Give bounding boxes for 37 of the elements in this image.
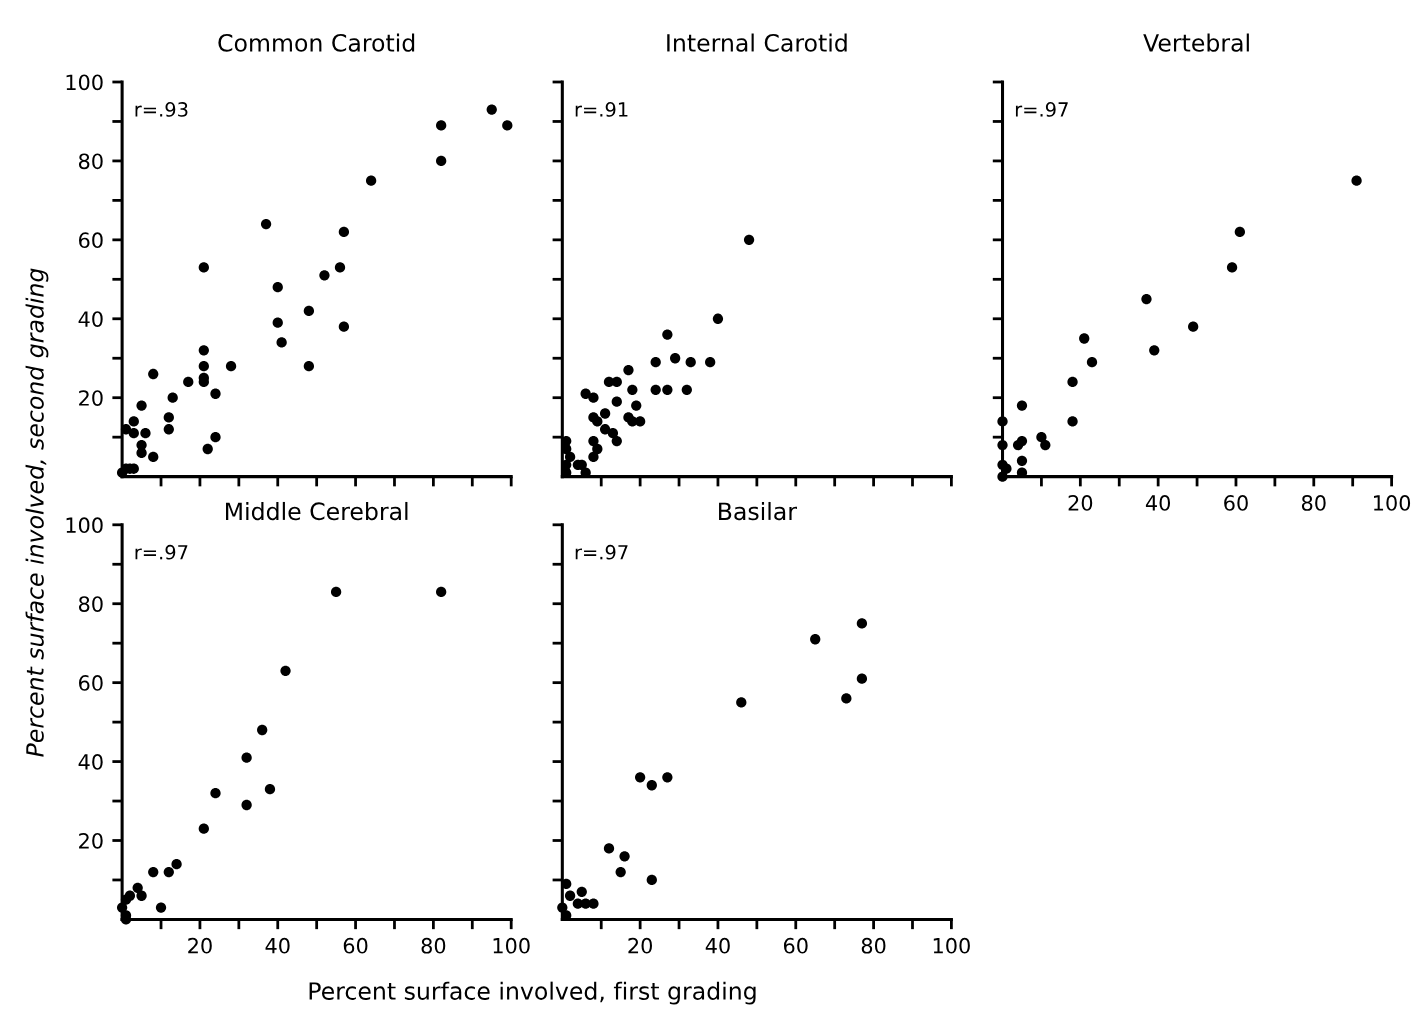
x-tick-label: 20 <box>188 937 212 954</box>
y-tick-label: 20 <box>79 832 103 849</box>
y-tick-label: 20 <box>79 390 103 406</box>
annotation: r=.97 <box>575 544 628 560</box>
x-tick-label: 100 <box>933 937 970 954</box>
y-tick-label: 60 <box>79 232 103 249</box>
annotation: r=.91 <box>575 102 628 117</box>
y-axis-title: Percent surface involved, second grading <box>25 268 49 757</box>
y-tick-label: 40 <box>78 754 103 770</box>
x-tick-label: 80 <box>861 937 886 954</box>
chart-title: Basilar <box>719 501 797 521</box>
chart-title: Middle Cerebral <box>226 501 408 521</box>
y-tick-label: 40 <box>78 311 103 327</box>
y-tick-label: 80 <box>78 153 103 170</box>
x-tick-label: 80 <box>1301 495 1326 511</box>
x-tick-label: 60 <box>1224 495 1248 511</box>
x-tick-label: 40 <box>265 937 290 954</box>
chart-title: Internal Carotid <box>667 33 847 52</box>
x-axis-title: Percent surface involved, first grading <box>309 981 756 1005</box>
x-tick-label: 20 <box>1068 495 1093 511</box>
x-tick-label: 40 <box>1145 495 1171 511</box>
y-tick-label: 60 <box>79 675 103 691</box>
y-tick-label: 80 <box>78 596 103 612</box>
chart-title: Vertebral <box>1143 33 1249 52</box>
x-tick-label: 60 <box>783 937 808 954</box>
x-tick-label: 60 <box>343 937 368 954</box>
y-tick-label: 100 <box>66 517 103 534</box>
x-tick-label: 80 <box>421 937 446 954</box>
annotation: r=.97 <box>1015 102 1068 117</box>
y-tick-label: 100 <box>66 74 103 91</box>
x-tick-label: 20 <box>628 937 653 954</box>
annotation: r=.93 <box>135 102 188 117</box>
x-tick-label: 100 <box>493 937 530 954</box>
chart-title: Common Carotid <box>218 33 415 52</box>
x-tick-label: 100 <box>1374 495 1411 511</box>
annotation: r=.97 <box>135 544 188 560</box>
x-tick-label: 40 <box>705 937 730 954</box>
